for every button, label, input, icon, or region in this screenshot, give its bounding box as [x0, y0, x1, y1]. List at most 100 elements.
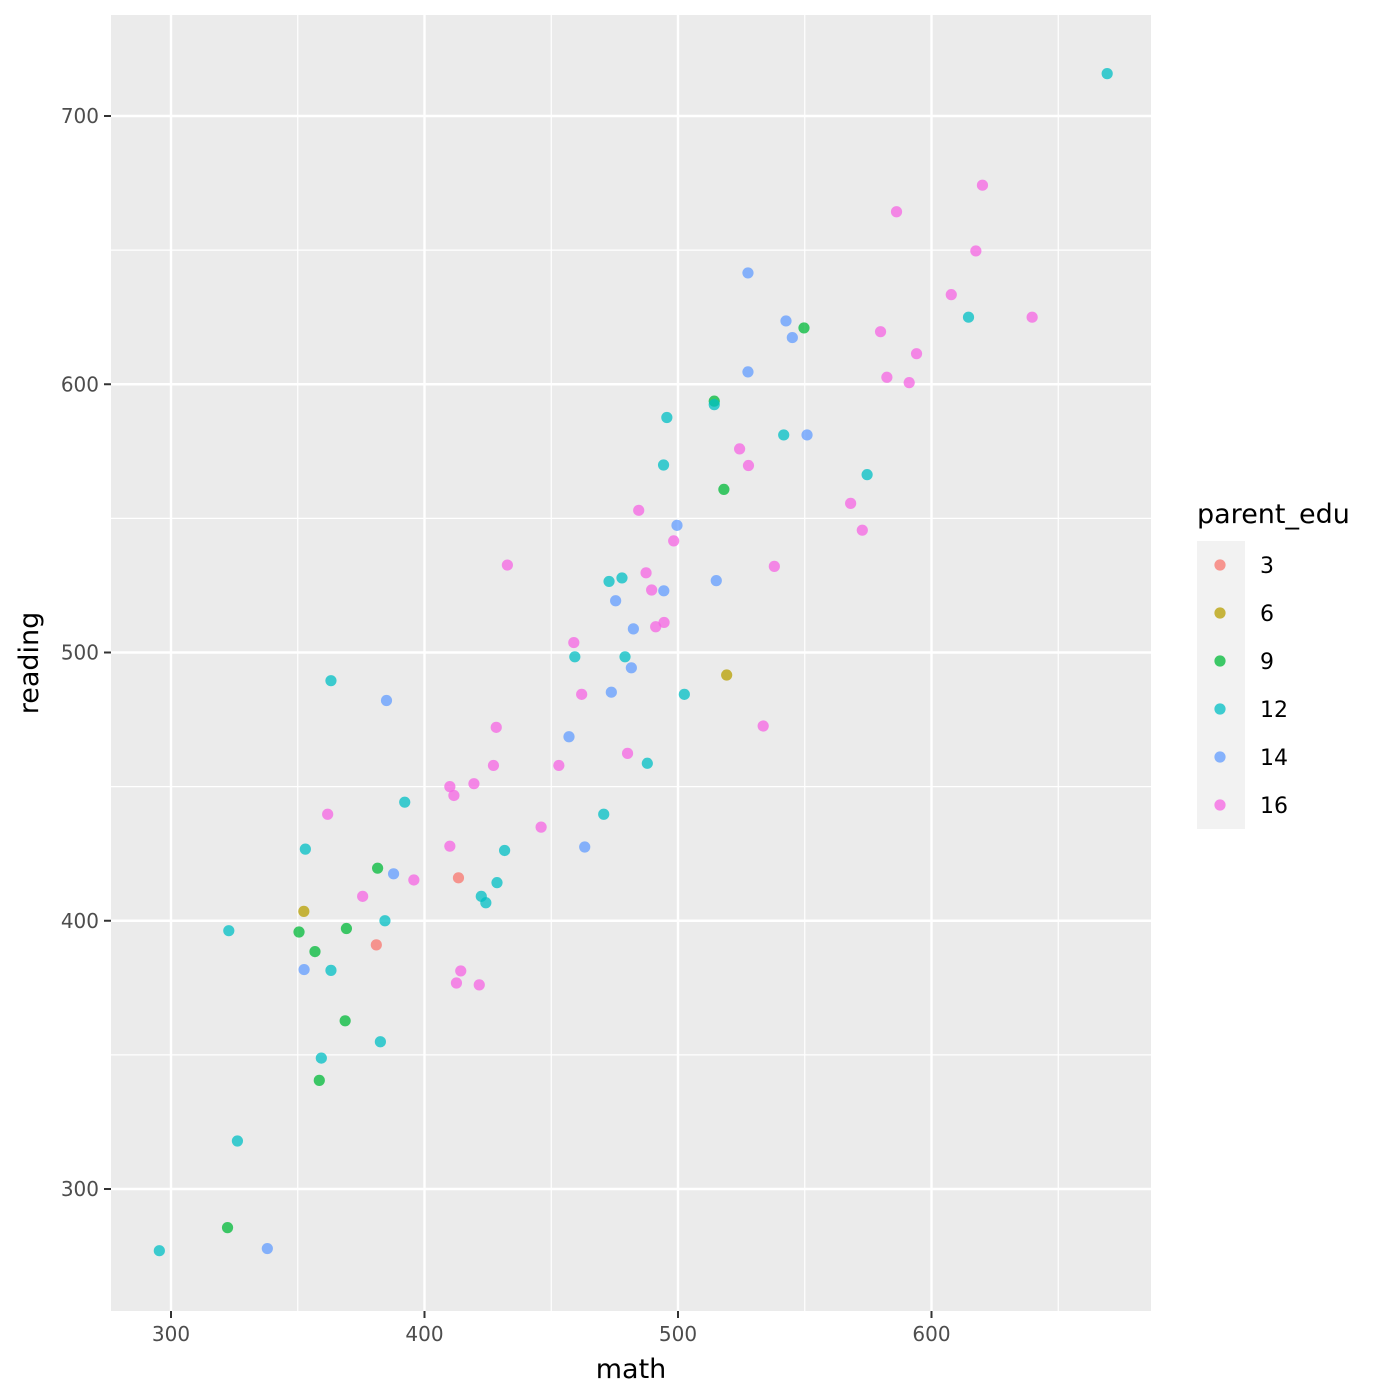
x-tick-label: 500 — [659, 1322, 697, 1346]
data-point-parent-edu-16 — [322, 808, 334, 820]
data-point-parent-edu-16 — [976, 179, 989, 191]
data-point-parent-edu-12 — [598, 808, 610, 820]
y-tick-label: 300 — [61, 1177, 99, 1201]
data-point-parent-edu-12 — [480, 897, 492, 909]
data-point-parent-edu-16 — [448, 789, 460, 802]
data-point-parent-edu-9 — [372, 862, 384, 874]
legend-label-9: 9 — [1260, 650, 1274, 675]
data-point-parent-edu-12 — [616, 572, 628, 584]
data-point-parent-edu-16 — [757, 720, 769, 732]
data-point-parent-edu-16 — [568, 636, 580, 649]
data-point-parent-edu-9 — [340, 922, 353, 935]
data-point-parent-edu-16 — [734, 443, 746, 455]
x-tick-label: 300 — [152, 1322, 190, 1346]
data-point-parent-edu-12 — [325, 675, 337, 687]
data-point-parent-edu-16 — [903, 377, 915, 389]
data-point-parent-edu-16 — [408, 874, 420, 886]
data-point-parent-edu-14 — [710, 575, 722, 587]
data-point-parent-edu-9 — [798, 322, 810, 334]
data-point-parent-edu-14 — [625, 662, 637, 674]
legend: parent_edu 3 6 9 12 14 16 — [1197, 499, 1350, 829]
data-point-parent-edu-9 — [718, 483, 730, 496]
data-point-parent-edu-16 — [768, 560, 780, 572]
data-point-parent-edu-16 — [650, 621, 662, 633]
data-point-parent-edu-16 — [450, 977, 463, 989]
data-point-parent-edu-16 — [970, 245, 982, 257]
data-point-parent-edu-16 — [890, 206, 903, 218]
data-point-parent-edu-16 — [455, 965, 467, 977]
legend-entries: 3 6 9 12 14 16 — [1214, 554, 1288, 819]
data-point-parent-edu-12 — [861, 469, 873, 481]
data-point-parent-edu-16 — [468, 778, 480, 790]
data-point-parent-edu-16 — [856, 524, 868, 536]
data-point-parent-edu-16 — [881, 371, 893, 383]
data-point-parent-edu-12 — [661, 411, 673, 424]
data-point-parent-edu-12 — [374, 1036, 386, 1048]
data-point-parent-edu-16 — [553, 759, 565, 772]
data-point-parent-edu-12 — [223, 925, 235, 937]
data-point-parent-edu-3 — [452, 872, 465, 884]
y-tick-label: 700 — [61, 104, 99, 128]
data-point-parent-edu-14 — [627, 623, 639, 635]
data-point-parent-edu-16 — [845, 497, 857, 509]
data-point-parent-edu-14 — [605, 686, 617, 698]
data-point-parent-edu-12 — [231, 1135, 244, 1147]
legend-label-6: 6 — [1260, 602, 1274, 627]
data-point-parent-edu-16 — [1026, 311, 1038, 323]
legend-label-14: 14 — [1260, 746, 1288, 771]
data-point-parent-edu-12 — [778, 429, 790, 441]
legend-label-12: 12 — [1260, 698, 1288, 723]
data-point-parent-edu-12 — [657, 459, 670, 471]
data-point-parent-edu-16 — [658, 616, 670, 629]
data-point-parent-edu-3 — [370, 939, 382, 951]
data-point-parent-edu-12 — [962, 311, 975, 323]
data-point-parent-edu-16 — [473, 979, 485, 991]
data-point-parent-edu-14 — [387, 868, 400, 880]
legend-key-6 — [1214, 607, 1226, 619]
major-gridlines — [111, 15, 1151, 1311]
data-point-parent-edu-12 — [641, 757, 653, 769]
data-point-parent-edu-14 — [658, 585, 670, 597]
data-point-parent-edu-12 — [299, 843, 311, 855]
data-point-parent-edu-14 — [610, 595, 622, 607]
x-tick-label: 600 — [912, 1322, 950, 1346]
data-point-parent-edu-9 — [221, 1222, 234, 1234]
data-point-parent-edu-12 — [708, 399, 720, 411]
data-point-parent-edu-6 — [721, 669, 733, 681]
data-point-parent-edu-12 — [325, 964, 337, 976]
data-point-parent-edu-16 — [490, 721, 502, 733]
y-tick-label: 600 — [61, 372, 99, 396]
data-point-parent-edu-14 — [786, 331, 798, 344]
legend-label-3: 3 — [1260, 554, 1274, 579]
data-point-parent-edu-9 — [313, 1074, 325, 1086]
data-point-parent-edu-14 — [780, 315, 792, 327]
data-point-parent-edu-9 — [309, 945, 321, 958]
minor-gridlines — [111, 15, 1151, 1311]
data-point-parent-edu-12 — [399, 796, 411, 808]
y-axis: 300 400 500 600 700 — [61, 104, 111, 1201]
legend-key-16 — [1214, 799, 1226, 811]
data-point-parent-edu-14 — [579, 841, 591, 853]
data-point-parent-edu-16 — [444, 840, 456, 852]
data-point-parent-edu-14 — [671, 519, 683, 531]
data-point-parent-edu-16 — [535, 821, 547, 833]
data-point-parent-edu-12 — [499, 844, 511, 857]
x-tick-label: 400 — [405, 1322, 443, 1346]
data-point-parent-edu-16 — [501, 559, 513, 571]
data-point-parent-edu-16 — [487, 759, 500, 772]
y-axis-title: reading — [14, 612, 45, 715]
data-point-parent-edu-16 — [910, 348, 923, 360]
x-axis: 300 400 500 600 — [152, 1311, 951, 1346]
data-point-parent-edu-14 — [801, 429, 813, 441]
data-point-parent-edu-16 — [357, 890, 369, 902]
data-point-parent-edu-6 — [298, 905, 310, 917]
data-point-parent-edu-12 — [619, 651, 631, 663]
data-point-parent-edu-9 — [339, 1015, 351, 1027]
data-point-parent-edu-14 — [261, 1242, 273, 1255]
data-point-parent-edu-16 — [576, 688, 588, 700]
data-point-parent-edu-16 — [945, 289, 957, 301]
data-point-parent-edu-12 — [1101, 68, 1113, 80]
data-point-parent-edu-16 — [742, 459, 755, 472]
legend-key-background — [1197, 541, 1245, 829]
